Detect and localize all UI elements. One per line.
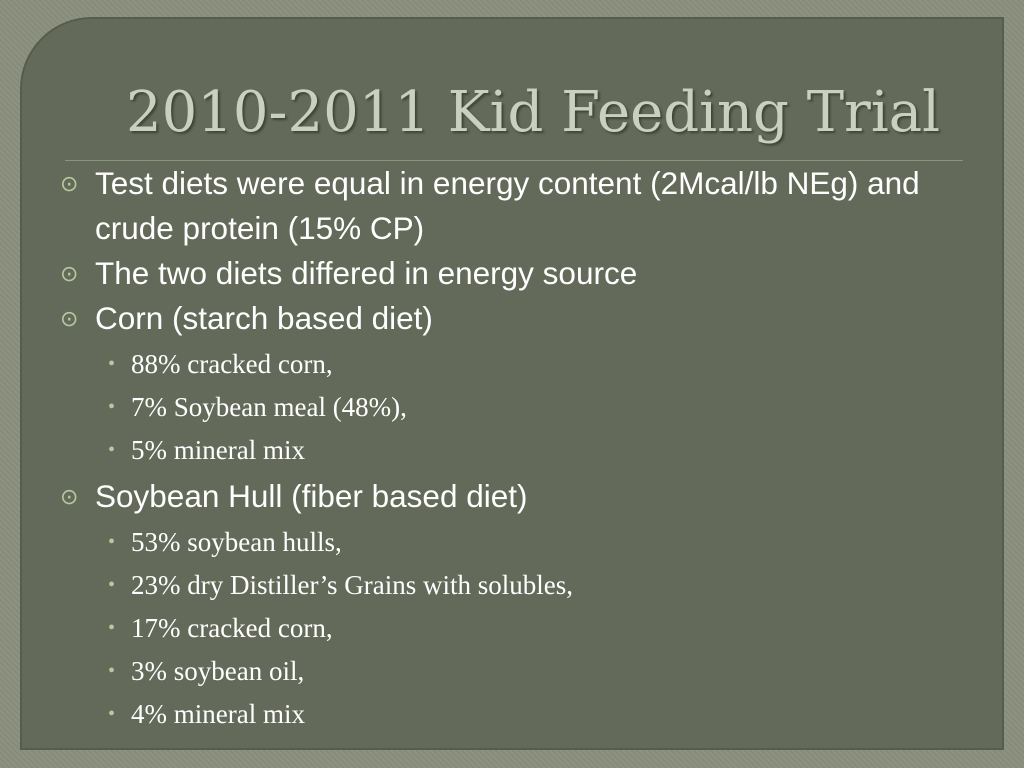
sub-marker: • bbox=[108, 396, 116, 418]
sub-item: • 4% mineral mix bbox=[60, 693, 1000, 736]
sub-text: 53% soybean hulls, bbox=[131, 527, 342, 557]
bullet-item: ⊙ Corn (starch based diet) • 88% cracked co… bbox=[60, 296, 1000, 472]
sub-item: • 17% cracked corn, bbox=[60, 607, 1000, 650]
bullet-row: ⊙ Soybean Hull (fiber based diet) bbox=[60, 474, 1000, 519]
bullet-text: Test diets were equal in energy content … bbox=[95, 165, 920, 246]
sub-item: • 7% Soybean meal (48%), bbox=[60, 386, 1000, 429]
sub-item: • 3% soybean oil, bbox=[60, 650, 1000, 693]
sub-marker: • bbox=[108, 574, 116, 596]
slide-title: 2010-2011 Kid Feeding Trial bbox=[126, 80, 941, 145]
sub-list: • 88% cracked corn, • 7% Soybean meal (48%)… bbox=[60, 343, 1000, 472]
bullet-marker: ⊙ bbox=[60, 261, 79, 286]
bullet-row: ⊙ The two diets differed in energy source bbox=[60, 251, 1000, 296]
sub-text: 7% Soybean meal (48%), bbox=[131, 392, 407, 422]
sub-item: • 53% soybean hulls, bbox=[60, 521, 1000, 564]
title-rule bbox=[65, 160, 963, 161]
sub-text: 4% mineral mix bbox=[131, 699, 305, 729]
sub-text: 88% cracked corn, bbox=[131, 349, 333, 379]
sub-marker: • bbox=[108, 660, 116, 682]
sub-marker: • bbox=[108, 531, 116, 553]
sub-text: 17% cracked corn, bbox=[131, 613, 333, 643]
content-panel bbox=[20, 17, 1004, 750]
sub-text: 5% mineral mix bbox=[131, 435, 305, 465]
bullet-item: ⊙ Test diets were equal in energy content… bbox=[60, 161, 1000, 251]
bullet-row: ⊙ Corn (starch based diet) bbox=[60, 296, 1000, 341]
sub-marker: • bbox=[108, 703, 116, 725]
sub-marker: • bbox=[108, 353, 116, 375]
bullet-item: ⊙ The two diets differed in energy source bbox=[60, 251, 1000, 296]
bullet-marker: ⊙ bbox=[60, 306, 79, 331]
sub-item: • 23% dry Distiller’s Grains with soluble… bbox=[60, 564, 1000, 607]
bullet-text: The two diets differed in energy source bbox=[95, 255, 638, 291]
bullet-text: Corn (starch based diet) bbox=[95, 300, 433, 336]
sub-text: 3% soybean oil, bbox=[131, 656, 305, 686]
sub-item: • 88% cracked corn, bbox=[60, 343, 1000, 386]
bullet-marker: ⊙ bbox=[60, 484, 79, 509]
bullet-item: ⊙ Soybean Hull (fiber based diet) • 53% soy… bbox=[60, 474, 1000, 736]
sub-marker: • bbox=[108, 439, 116, 461]
bullet-text: Soybean Hull (fiber based diet) bbox=[95, 478, 528, 514]
sub-list: • 53% soybean hulls, • 23% dry Distiller’s … bbox=[60, 521, 1000, 736]
sub-marker: • bbox=[108, 617, 116, 639]
sub-item: • 5% mineral mix bbox=[60, 429, 1000, 472]
bullet-marker: ⊙ bbox=[60, 171, 79, 196]
bullet-list: ⊙ Test diets were equal in energy content… bbox=[60, 161, 1000, 738]
sub-text: 23% dry Distiller’s Grains with solubles… bbox=[131, 570, 573, 600]
bullet-row: ⊙ Test diets were equal in energy content… bbox=[60, 161, 1000, 251]
